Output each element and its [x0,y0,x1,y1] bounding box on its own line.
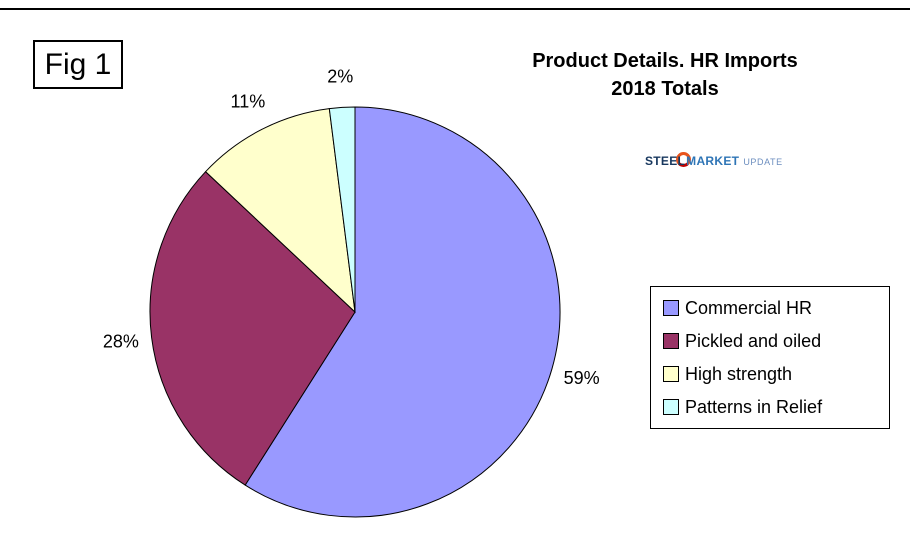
legend-item-high-strength: High strength [663,363,879,385]
pie-data-label-high-strength: 11% [231,92,266,112]
legend-item-commercial-hr: Commercial HR [663,297,879,319]
legend-item-pickled-and-oiled: Pickled and oiled [663,330,879,352]
logo-update-text: UPDATE [743,157,783,167]
pie-slice-pickled-and-oiled [149,170,356,486]
legend-swatch-patterns-in-relief [663,399,679,415]
logo-market-text: MARKET [686,154,740,168]
legend-label-commercial-hr: Commercial HR [685,298,813,318]
pie-slice-patterns-in-relief [328,106,356,313]
chart-title-line2: 2018 Totals [611,78,719,100]
legend-label-high-strength: High strength [685,364,793,384]
logo-swoosh-icon [676,152,692,167]
pie-slice-high-strength [204,108,356,314]
legend-item-patterns-in-relief: Patterns in Relief [663,396,879,418]
legend-swatch-pickled-and-oiled [663,333,679,349]
steel-market-update-logo: STEEL MARKET UPDATE [645,150,783,168]
logo-steel-text: STEEL [645,154,686,168]
chart-legend: Commercial HR Pickled and oiled High str… [650,286,890,429]
legend-swatch-commercial-hr [663,300,679,316]
legend-label-pickled-and-oiled: Pickled and oiled [685,331,822,351]
figure-label: Fig 1 [44,47,112,81]
figure-label-box: Fig 1 [33,40,123,89]
pie-data-label-patterns-in-relief: 2% [327,67,353,87]
legend-label-patterns-in-relief: Patterns in Relief [685,397,823,417]
pie-data-label-pickled-and-oiled: 28% [103,332,139,352]
top-divider-line [0,8,910,10]
pie-data-label-commercial-hr: 59% [564,368,600,388]
pie-slice-commercial-hr [244,106,561,518]
legend-swatch-high-strength [663,366,679,382]
chart-title: Product Details. HR Imports 2018 Totals [430,47,900,103]
chart-title-line1: Product Details. HR Imports [532,50,798,72]
